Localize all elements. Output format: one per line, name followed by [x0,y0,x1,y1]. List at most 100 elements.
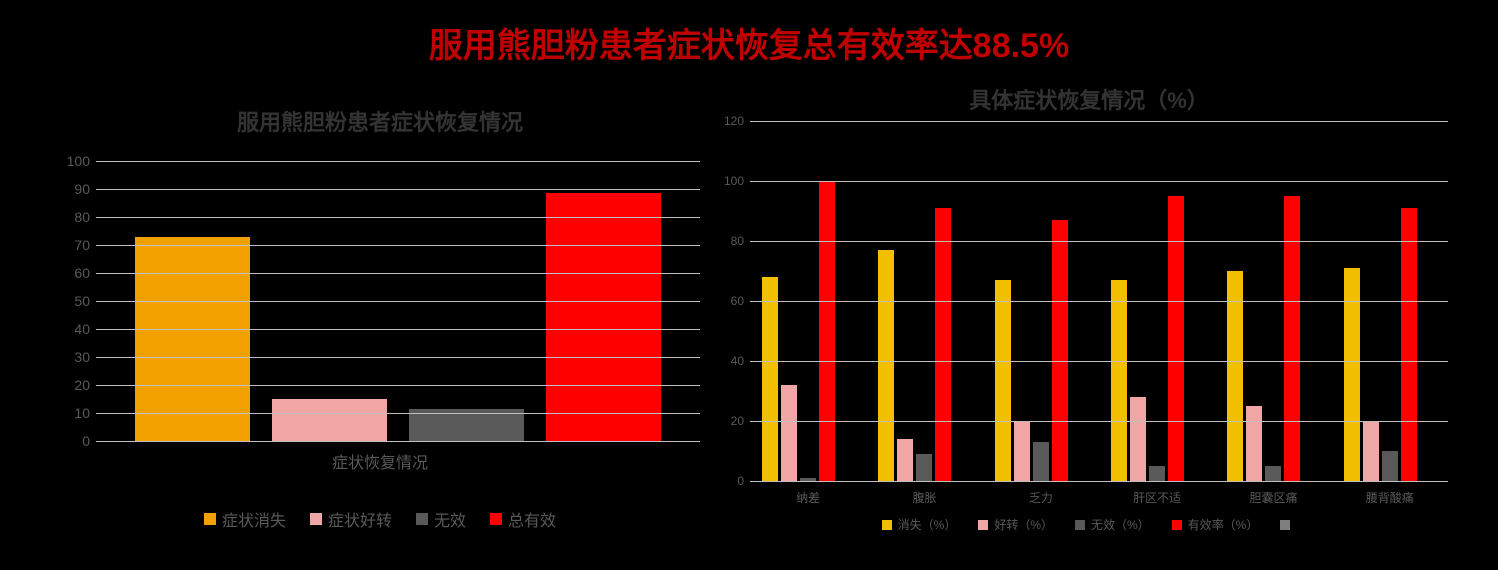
page: 服用熊胆粉患者症状恢复总有效率达88.5% 服用熊胆粉患者症状恢复情况 0102… [0,0,1498,570]
chart2-x-labels: 纳差腹胀乏力肝区不适胆囊区痛腰背酸痛 [750,481,1448,506]
chart1-gridline [96,413,700,414]
chart2-legend: 消失（%） 好转（%） 无效（%） 有效率（%） [720,516,1458,533]
legend-label: 有效率（%） [1188,516,1259,533]
recovery-summary-chart: 服用熊胆粉患者症状恢复情况 0102030405060708090100 症状恢… [60,77,700,533]
chart2-bar [1014,421,1030,481]
chart1-bar [546,193,661,441]
chart1-ytick-label: 10 [74,405,90,421]
chart2-xtick-label: 肝区不适 [1099,489,1215,506]
chart2-gridline [750,301,1448,302]
legend-label: 症状好转 [328,507,392,531]
chart1-ytick-label: 40 [74,321,90,337]
chart1-ytick-label: 70 [74,237,90,253]
chart2-ytick-label: 40 [731,354,744,368]
chart1-gridline [96,385,700,386]
chart2-bar [819,181,835,481]
chart2-gridline [750,241,1448,242]
chart2-bar [1227,271,1243,481]
chart2-bar [1130,397,1146,481]
legend-label: 症状消失 [222,507,286,531]
chart1-gridline [96,441,700,442]
chart1-plot-area: 0102030405060708090100 [96,161,700,441]
chart2-bar [1052,220,1068,481]
chart2-legend-item: 好转（%） [978,516,1053,533]
chart1-gridline [96,273,700,274]
chart2-ytick-label: 60 [731,294,744,308]
chart1-gridline [96,161,700,162]
legend-swatch [1280,520,1290,530]
legend-swatch [310,513,322,525]
chart1-ytick-label: 90 [74,181,90,197]
legend-swatch [1172,520,1182,530]
chart2-gridline [750,361,1448,362]
legend-swatch [1075,520,1085,530]
chart2-ytick-label: 80 [731,234,744,248]
charts-row: 服用熊胆粉患者症状恢复情况 0102030405060708090100 症状恢… [0,67,1498,533]
chart2-bar [1382,451,1398,481]
chart1-gridline [96,217,700,218]
chart2-legend-item: 有效率（%） [1172,516,1259,533]
chart2-bar [916,454,932,481]
chart2-bar [995,280,1011,481]
chart2-title: 具体症状恢复情况（%） [720,83,1458,115]
chart1-x-axis-label: 症状恢复情况 [60,449,700,473]
legend-swatch [882,520,892,530]
chart2-bar [897,439,913,481]
chart2-bar [1149,466,1165,481]
legend-label: 无效 [434,507,466,531]
chart1-gridline [96,357,700,358]
legend-swatch [490,513,502,525]
legend-label: 总有效 [508,507,556,531]
legend-swatch [978,520,988,530]
chart1-ytick-label: 0 [82,433,90,449]
chart2-legend-item: 消失（%） [882,516,957,533]
chart2-bar [762,277,778,481]
chart2-bar [1033,442,1049,481]
chart1-legend-item: 无效 [416,507,466,531]
chart1-gridline [96,245,700,246]
chart2-bar [1168,196,1184,481]
chart2-bar [1265,466,1281,481]
chart2-gridline [750,121,1448,122]
chart2-bar [1284,196,1300,481]
page-title: 服用熊胆粉患者症状恢复总有效率达88.5% [0,0,1498,67]
chart1-ytick-label: 50 [74,293,90,309]
chart1-gridline [96,329,700,330]
legend-label: 无效（%） [1091,516,1150,533]
chart1-legend-item: 症状好转 [310,507,392,531]
chart2-plot-area: 020406080100120 [750,121,1448,481]
legend-swatch [204,513,216,525]
legend-label: 好转（%） [994,516,1053,533]
chart2-bar [1111,280,1127,481]
legend-label: 消失（%） [898,516,957,533]
chart2-ytick-label: 100 [724,174,744,188]
chart2-ytick-label: 120 [724,114,744,128]
chart1-legend-item: 总有效 [490,507,556,531]
chart2-xtick-label: 腹胀 [866,489,982,506]
chart1-ytick-label: 100 [67,153,90,169]
chart1-ytick-label: 80 [74,209,90,225]
chart1-gridline [96,189,700,190]
chart2-bar [781,385,797,481]
chart2-legend-item [1280,516,1296,533]
symptom-detail-chart: 具体症状恢复情况（%） 020406080100120 纳差腹胀乏力肝区不适胆囊… [720,77,1458,533]
chart2-gridline [750,481,1448,482]
chart2-xtick-label: 纳差 [750,489,866,506]
chart2-xtick-label: 胆囊区痛 [1215,489,1331,506]
chart2-ytick-label: 0 [737,474,744,488]
chart1-ytick-label: 60 [74,265,90,281]
chart1-ytick-label: 20 [74,377,90,393]
chart2-xtick-label: 乏力 [983,489,1099,506]
chart2-bar [878,250,894,481]
chart2-bar [1363,421,1379,481]
chart1-legend: 症状消失 症状好转 无效 总有效 [60,507,700,531]
chart2-legend-item: 无效（%） [1075,516,1150,533]
chart1-bar [272,399,387,441]
chart2-gridline [750,181,1448,182]
chart2-bar [1401,208,1417,481]
chart2-bar [1246,406,1262,481]
chart1-title: 服用熊胆粉患者症状恢复情况 [60,105,700,137]
chart1-bar [135,237,250,441]
chart1-legend-item: 症状消失 [204,507,286,531]
chart2-xtick-label: 腰背酸痛 [1332,489,1448,506]
